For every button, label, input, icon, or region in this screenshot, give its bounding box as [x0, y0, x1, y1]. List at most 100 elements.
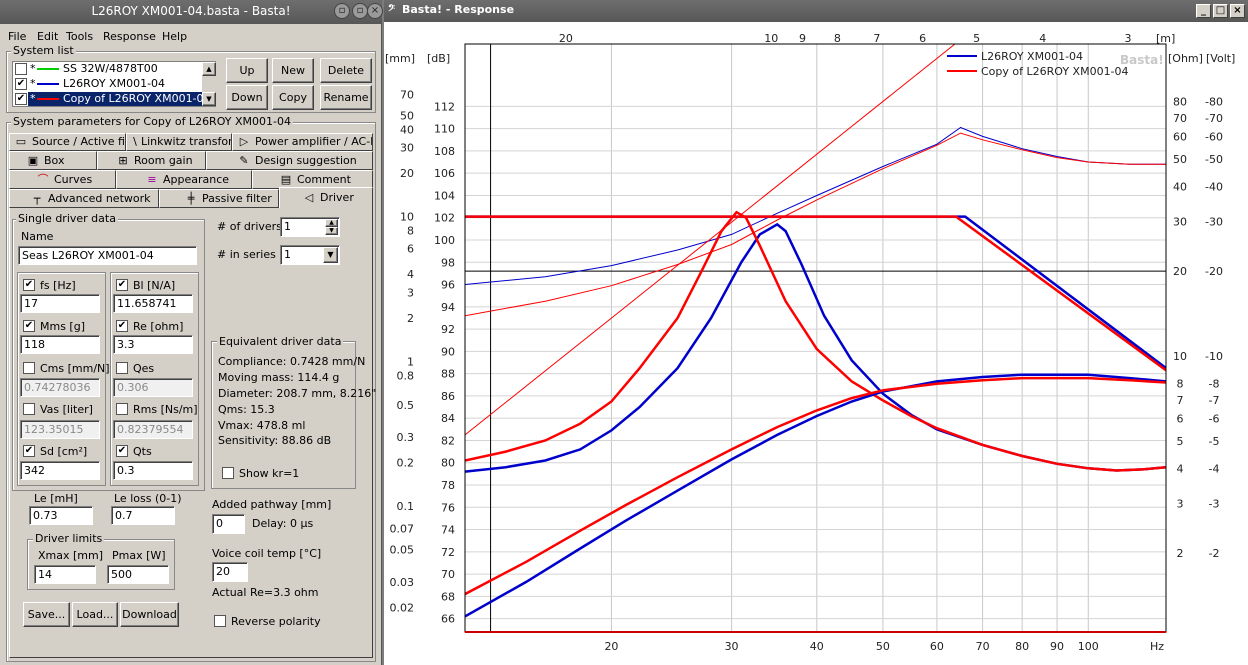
db-tick-label: 84	[441, 412, 455, 425]
driver-name-input[interactable]: Seas L26ROY XM001-04	[18, 246, 197, 265]
name-label: Name	[21, 230, 54, 243]
menu-tools[interactable]: Tools	[66, 30, 94, 43]
tab-linkwitz[interactable]: \Linkwitz transform	[126, 133, 232, 151]
m-tick-label: 5	[973, 32, 980, 45]
fs-checkbox[interactable]: ✔	[23, 279, 35, 291]
volt-tick-label: -3	[1209, 498, 1220, 511]
minimize-icon[interactable]: _	[1196, 4, 1211, 18]
le-loss-input[interactable]: 0.7	[111, 506, 175, 525]
list-item[interactable]: ✔ * L26ROY XM001-04	[15, 77, 166, 90]
qts-input[interactable]: 0.3	[113, 461, 193, 480]
cms-input[interactable]: 0.74278036	[20, 378, 100, 397]
tab-box[interactable]: ▣ Box	[9, 151, 97, 170]
rename-button[interactable]: Rename	[320, 85, 372, 110]
db-tick-label: 112	[434, 100, 455, 113]
list-item-selected[interactable]: ✔ * Copy of L26ROY XM001-04	[15, 92, 211, 106]
vas-input[interactable]: 123.35015	[20, 420, 100, 439]
limit-line	[465, 215, 1166, 372]
load-button[interactable]: Load...	[72, 602, 118, 627]
rms-checkbox[interactable]	[116, 403, 128, 415]
minimize-icon[interactable]: ▫	[334, 3, 350, 19]
response-chart[interactable]: 6668707274767880828486889092949698100102…	[384, 22, 1248, 665]
added-pathway-input[interactable]: 0	[212, 514, 245, 534]
curves-icon: ⌒	[37, 173, 49, 186]
xmax-input[interactable]: 14	[34, 565, 96, 584]
show-kr-checkbox[interactable]	[222, 467, 234, 479]
scroll-up-icon[interactable]: ▲	[202, 62, 216, 76]
ohm-tick-label: 6	[1177, 413, 1184, 426]
vas-checkbox[interactable]	[23, 403, 35, 415]
mm-tick-label: 1	[407, 355, 414, 368]
new-button[interactable]: New	[272, 58, 314, 83]
amplifier-icon: ▷	[239, 135, 249, 148]
qes-label: Qes	[133, 362, 155, 375]
tab-power-amplifier[interactable]: ▷Power amplifier / AC-bas	[232, 133, 373, 151]
up-button[interactable]: Up	[226, 58, 268, 83]
series-color-swatch	[37, 98, 59, 100]
tab-source[interactable]: ▭Source / Active filte	[9, 133, 126, 151]
m-tick-label: 20	[559, 32, 573, 45]
scroll-down-icon[interactable]: ▼	[202, 92, 216, 106]
download-button[interactable]: Download	[120, 602, 179, 627]
db-tick-label: 96	[441, 279, 455, 292]
system-listbox[interactable]: * SS 32W/4878T00 ✔ * L26ROY XM001-04 ✔ *…	[12, 61, 216, 107]
list-item[interactable]: * SS 32W/4878T00	[13, 62, 203, 76]
bl-checkbox[interactable]: ✔	[116, 279, 128, 291]
qes-checkbox[interactable]	[116, 362, 128, 374]
mms-input[interactable]: 118	[20, 335, 100, 354]
system-checkbox[interactable]: ✔	[15, 78, 27, 90]
menu-response[interactable]: Response	[103, 30, 156, 43]
tab-passive-filter[interactable]: ╪ Passive filter	[159, 189, 279, 208]
bl-input[interactable]: 11.658741	[113, 294, 193, 313]
sd-label: Sd [cm²]	[40, 445, 88, 458]
cms-checkbox[interactable]	[23, 362, 35, 374]
mms-checkbox[interactable]: ✔	[23, 320, 35, 332]
dropdown-arrow-icon[interactable]: ▼	[323, 247, 338, 263]
qes-input[interactable]: 0.306	[113, 378, 193, 397]
volt-tick-label: -5	[1209, 435, 1220, 448]
tab-room-gain[interactable]: ⊞ Room gain	[97, 151, 206, 170]
tab-design-suggestion[interactable]: ✎ Design suggestion	[206, 151, 373, 170]
down-button[interactable]: Down	[226, 85, 268, 110]
qts-checkbox[interactable]: ✔	[116, 445, 128, 457]
system-checkbox[interactable]	[15, 63, 27, 75]
reverse-polarity-checkbox[interactable]	[214, 615, 226, 627]
system-checkbox[interactable]: ✔	[15, 93, 27, 105]
save-button[interactable]: Save...	[23, 602, 70, 627]
list-scrollbar[interactable]: ▲ ▼	[202, 62, 216, 106]
tab-appearance[interactable]: ≡ Appearance	[116, 170, 252, 189]
db-tick-label: 70	[441, 568, 455, 581]
wand-icon: ✎	[239, 154, 249, 167]
re-checkbox[interactable]: ✔	[116, 320, 128, 332]
tab-advanced-network[interactable]: ┬ Advanced network	[9, 189, 159, 208]
menu-edit[interactable]: Edit	[37, 30, 59, 43]
network-icon: ┬	[33, 192, 41, 205]
tab-driver[interactable]: ◁ Driver	[279, 187, 373, 208]
menu-help[interactable]: Help	[162, 30, 188, 43]
copy-button[interactable]: Copy	[272, 85, 314, 110]
system-name: Copy of L26ROY XM001-04	[63, 92, 211, 105]
voice-coil-input[interactable]: 20	[212, 562, 248, 582]
spin-up-icon[interactable]: ▲	[325, 219, 338, 227]
menu-file[interactable]: File	[8, 30, 27, 43]
close-icon[interactable]: ×	[1230, 4, 1245, 18]
le-input[interactable]: 0.73	[29, 506, 93, 525]
sd-checkbox[interactable]: ✔	[23, 445, 35, 457]
hz-unit-label: Hz	[1150, 640, 1164, 653]
basta-main-window: L26ROY XM001-04.basta - Basta! ▫ ▫ × Fil…	[0, 0, 383, 665]
ohm-tick-label: 10	[1173, 350, 1187, 363]
pmax-input[interactable]: 500	[107, 565, 169, 584]
fs-input[interactable]: 17	[20, 294, 100, 313]
tab-curves[interactable]: ⌒ Curves	[9, 170, 116, 189]
main-title-bar: L26ROY XM001-04.basta - Basta! ▫ ▫ ×	[0, 0, 383, 24]
ohm-unit-label: [Ohm]	[1168, 52, 1203, 65]
db-tick-label: 74	[441, 524, 455, 537]
delete-button[interactable]: Delete	[320, 58, 372, 83]
re-input[interactable]: 3.3	[113, 335, 193, 354]
spin-down-icon[interactable]: ▼	[325, 227, 338, 235]
maximize-icon[interactable]: □	[1213, 4, 1228, 18]
maximize-icon[interactable]: ▫	[352, 3, 368, 19]
sd-input[interactable]: 342	[20, 461, 100, 480]
close-icon[interactable]: ×	[367, 3, 383, 19]
rms-input[interactable]: 0.82379554	[113, 420, 193, 439]
